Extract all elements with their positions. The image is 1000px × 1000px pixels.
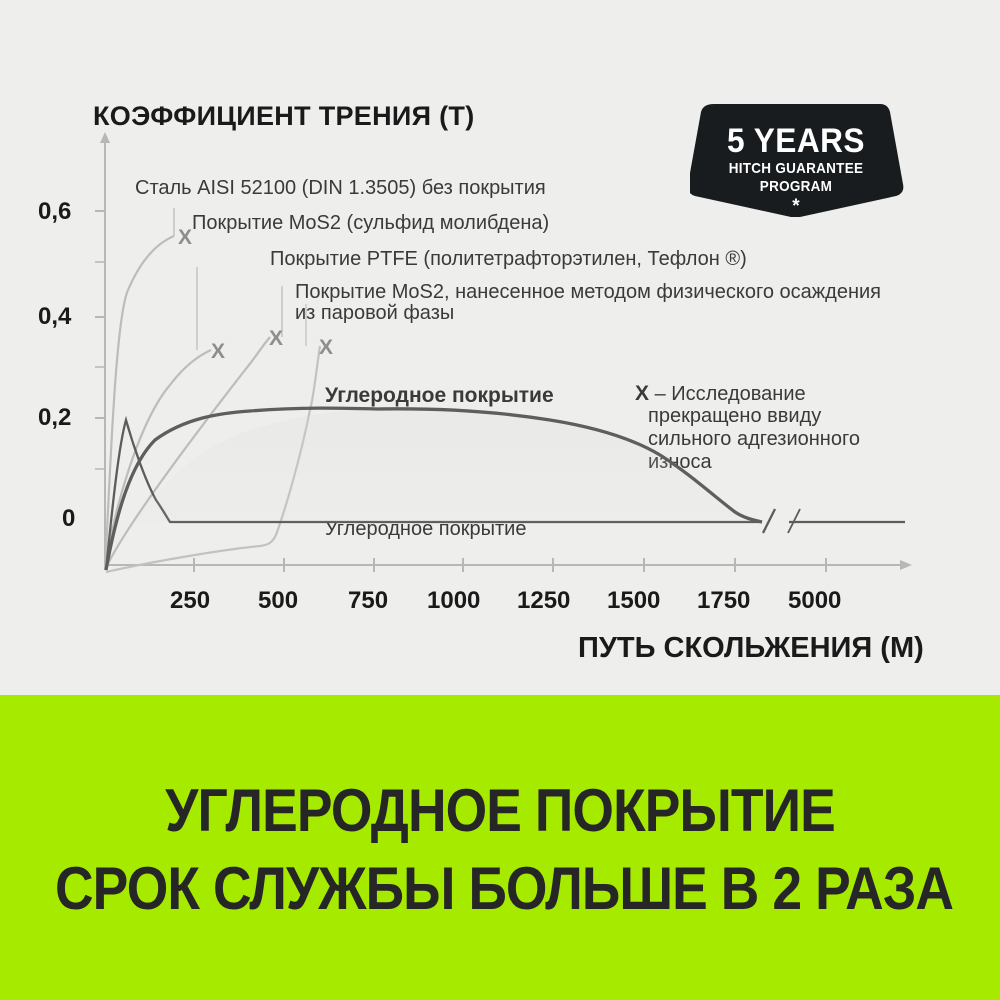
svg-text:X: X [269, 327, 283, 350]
svg-text:X: X [319, 336, 333, 359]
svg-text:X: X [211, 340, 225, 363]
svg-text:X: X [178, 226, 192, 249]
